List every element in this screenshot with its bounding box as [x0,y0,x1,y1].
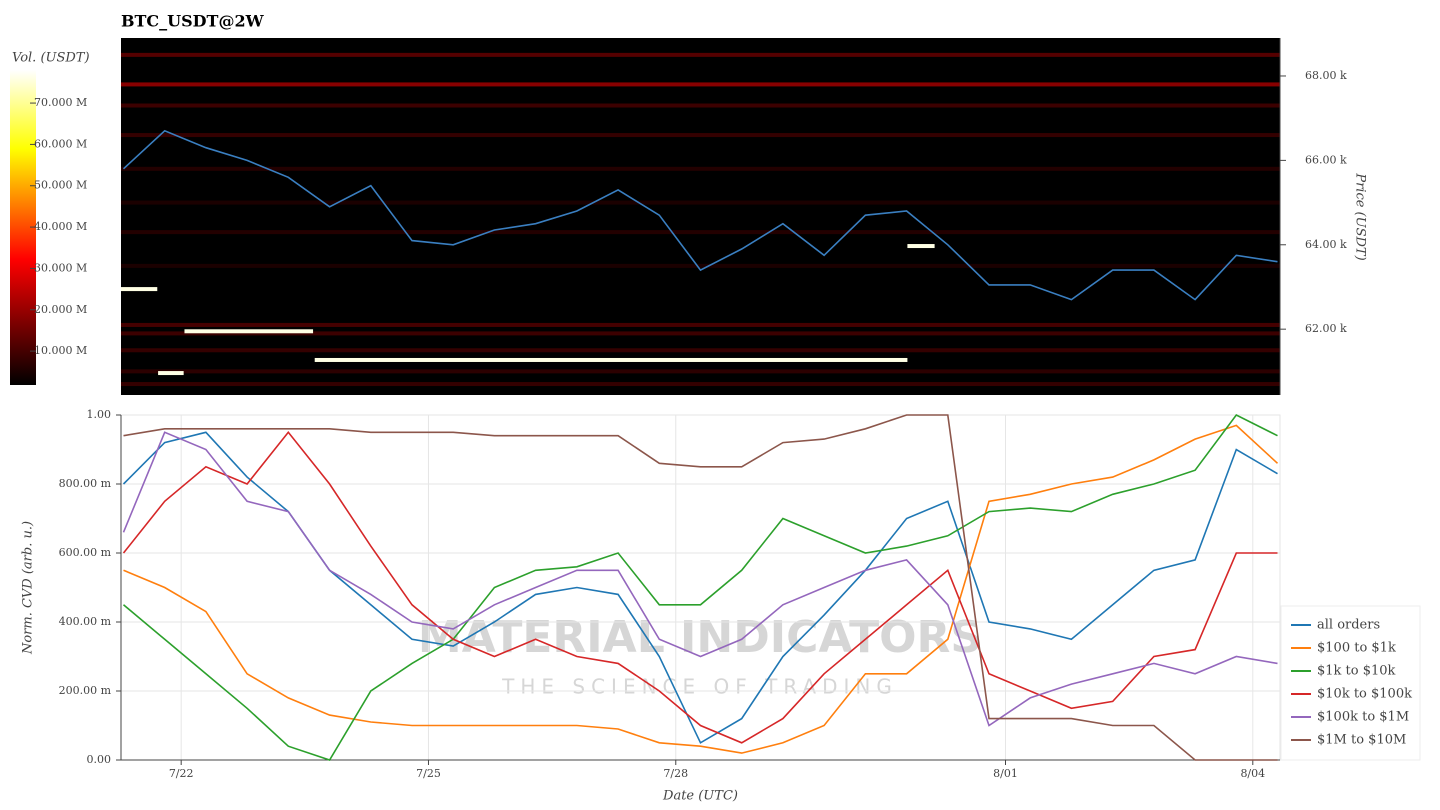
order-wall [907,244,935,249]
heatmap-band [121,369,1280,374]
heatmap-band [121,322,1280,327]
order-wall [184,329,314,334]
x-tick-label: 8/04 [1240,767,1265,780]
legend-label: $100 to $1k [1317,641,1396,656]
heatmap-band [121,200,1280,205]
watermark-title: MATERIAL INDICATORS [418,612,982,663]
order-wall [158,371,184,376]
heatmap-band [121,230,1280,235]
y-tick-label: 400.00 m [59,615,112,628]
colorbar-tick-label: 50.000 M [34,179,87,192]
heatmap-band [121,331,1280,336]
cvd-line [122,431,1278,744]
legend-label: all orders [1317,618,1380,633]
legend-label: $100k to $1M [1317,710,1409,725]
cvd-line [123,424,1279,754]
heatmap-band [121,263,1280,268]
y-tick-label: 200.00 m [59,684,112,697]
x-tick-label: 7/22 [169,767,194,780]
colorbar-title: Vol. (USDT) [12,51,90,66]
y-tick-label: 0.00 [87,753,112,766]
chart-title: BTC_USDT@2W [121,12,265,31]
colorbar-tick-label: 40.000 M [34,220,87,233]
cvd-line [122,413,1278,761]
colorbar-tick-label: 10.000 M [34,344,87,357]
cvd-line [123,414,1278,761]
y-axis-label: Price (USDT) [1353,172,1368,260]
y-tick-label: 1.00 [87,408,112,421]
y-tick-label: 64.00 k [1305,238,1347,251]
x-axis-label: Date (UTC) [662,789,738,804]
legend-label: $1k to $10k [1317,664,1396,679]
y-tick-label: 600.00 m [59,546,112,559]
heatmap-band [121,82,1280,87]
y-tick-label: 66.00 k [1305,153,1347,166]
heatmap-band [121,133,1280,138]
legend-label: $10k to $100k [1317,687,1412,702]
y-axis-label: Norm. CVD (arb. u.) [21,521,36,655]
heatmap-band [121,348,1280,353]
heatmap-band [121,382,1280,387]
legend [1280,605,1421,761]
heatmap-band [121,52,1280,57]
y-tick-label: 68.00 k [1305,69,1347,82]
x-tick-label: 7/25 [416,767,441,780]
heatmap-background [121,38,1280,395]
colorbar-tick-label: 70.000 M [34,96,87,109]
heatmap-band [121,166,1280,171]
watermark-subtitle: THE SCIENCE OF TRADING [501,675,898,699]
cvd-line [122,431,1278,727]
order-wall [121,287,158,292]
price-line [122,129,1278,301]
x-tick-label: 7/28 [663,767,688,780]
colorbar-tick-label: 20.000 M [34,303,87,316]
legend-label: $1M to $10M [1317,733,1406,748]
y-tick-label: 62.00 k [1305,322,1347,335]
y-tick-label: 800.00 m [59,477,112,490]
plot-area [120,414,1281,761]
colorbar-tick-label: 60.000 M [34,137,87,150]
x-tick-label: 8/01 [993,767,1018,780]
order-wall [314,357,908,362]
heatmap-band [121,103,1280,108]
colorbar-tick-label: 30.000 M [34,261,87,274]
